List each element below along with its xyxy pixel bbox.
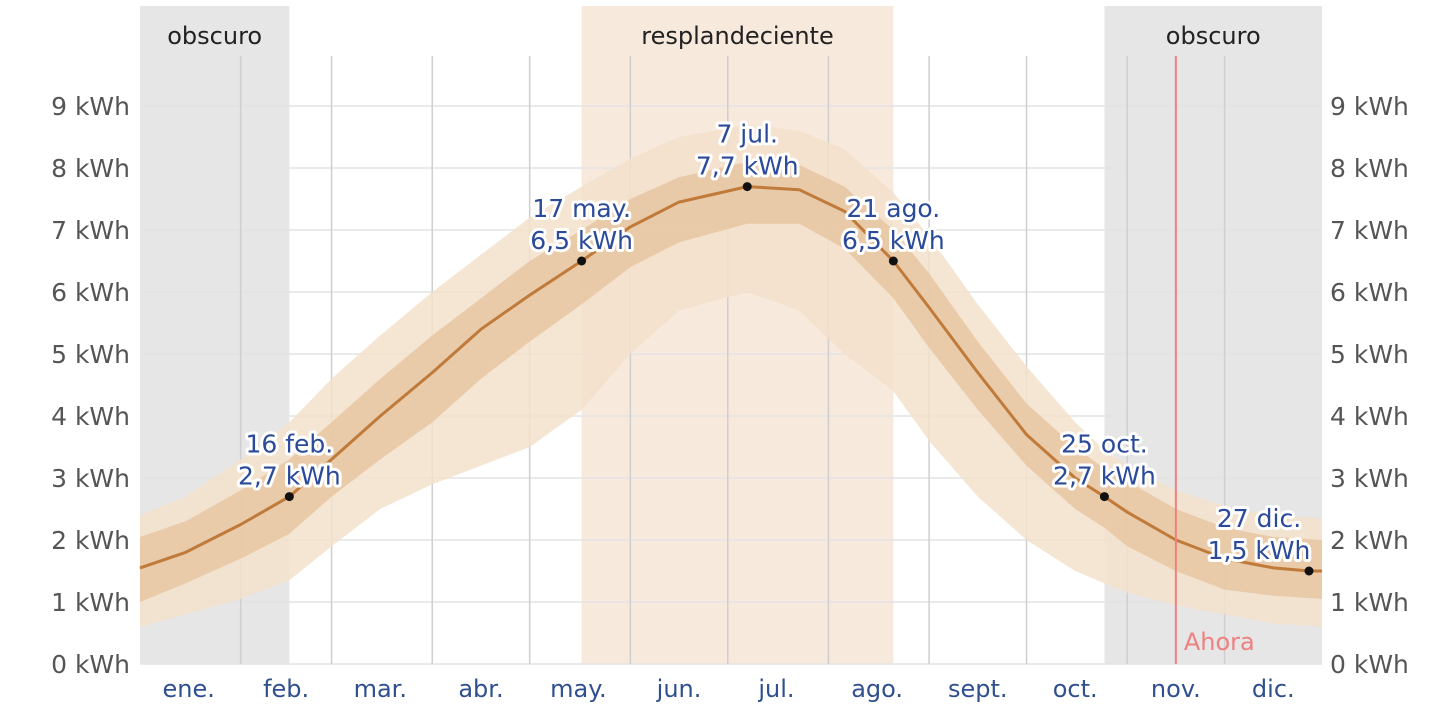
- y-tick-label-right-9: 9 kWh: [1330, 92, 1409, 121]
- annotation-value-4: 2,7 kWh: [1053, 462, 1156, 491]
- annotation-value-5: 1,5 kWh: [1208, 536, 1311, 565]
- month-label-3: abr.: [458, 675, 503, 703]
- y-tick-label-left-9: 9 kWh: [51, 92, 130, 121]
- annotation-value-1: 6,5 kWh: [530, 226, 633, 255]
- annotation-point-3: [888, 256, 898, 266]
- annotation-point-1: [577, 256, 587, 266]
- annotation-date-1: 17 may.: [532, 194, 631, 223]
- month-label-11: dic.: [1252, 675, 1295, 703]
- y-tick-label-left-6: 6 kWh: [51, 278, 130, 307]
- y-tick-label-right-4: 4 kWh: [1330, 402, 1409, 431]
- month-label-5: jun.: [656, 675, 702, 703]
- y-tick-label-right-2: 2 kWh: [1330, 526, 1409, 555]
- season-label-2: obscuro: [1166, 22, 1261, 50]
- month-label-4: may.: [550, 675, 607, 703]
- annotation-point-2: [742, 182, 752, 192]
- y-tick-label-left-8: 8 kWh: [51, 154, 130, 183]
- y-tick-label-right-1: 1 kWh: [1330, 588, 1409, 617]
- y-tick-label-left-2: 2 kWh: [51, 526, 130, 555]
- month-label-8: sept.: [948, 675, 1008, 703]
- annotation-date-0: 16 feb.: [245, 430, 333, 459]
- y-tick-label-left-4: 4 kWh: [51, 402, 130, 431]
- y-tick-label-left-5: 5 kWh: [51, 340, 130, 369]
- y-tick-label-right-5: 5 kWh: [1330, 340, 1409, 369]
- y-tick-label-right-0: 0 kWh: [1330, 650, 1409, 679]
- y-tick-label-right-3: 3 kWh: [1330, 464, 1409, 493]
- y-tick-label-left-1: 1 kWh: [51, 588, 130, 617]
- season-label-0: obscuro: [167, 22, 262, 50]
- month-label-9: oct.: [1053, 675, 1098, 703]
- annotation-point-4: [1099, 492, 1109, 502]
- y-tick-label-left-3: 3 kWh: [51, 464, 130, 493]
- band-10-90: [140, 124, 1322, 627]
- annotation-date-5: 27 dic.: [1217, 504, 1301, 533]
- y-tick-label-right-6: 6 kWh: [1330, 278, 1409, 307]
- month-label-7: ago.: [851, 675, 903, 703]
- annotation-value-0: 2,7 kWh: [238, 462, 341, 491]
- season-label-1: resplandeciente: [641, 22, 833, 50]
- y-tick-label-right-7: 7 kWh: [1330, 216, 1409, 245]
- annotation-value-3: 6,5 kWh: [842, 226, 945, 255]
- annotation-value-2: 7,7 kWh: [696, 152, 799, 181]
- month-label-2: mar.: [354, 675, 407, 703]
- month-label-10: nov.: [1151, 675, 1201, 703]
- annotation-date-2: 7 jul.: [716, 120, 778, 149]
- annotation-date-4: 25 oct.: [1061, 430, 1148, 459]
- month-label-0: ene.: [163, 675, 215, 703]
- annotation-point-0: [284, 492, 294, 502]
- y-tick-label-left-0: 0 kWh: [51, 650, 130, 679]
- mean-line: [139, 185, 1322, 573]
- band-25-75: [140, 161, 1322, 603]
- y-tick-label-left-7: 7 kWh: [51, 216, 130, 245]
- now-label: Ahora: [1184, 628, 1255, 656]
- annotation-point-5: [1304, 566, 1314, 576]
- month-label-1: feb.: [263, 675, 309, 703]
- month-label-6: jul.: [757, 675, 794, 703]
- y-tick-label-right-8: 8 kWh: [1330, 154, 1409, 183]
- annotation-date-3: 21 ago.: [846, 194, 940, 223]
